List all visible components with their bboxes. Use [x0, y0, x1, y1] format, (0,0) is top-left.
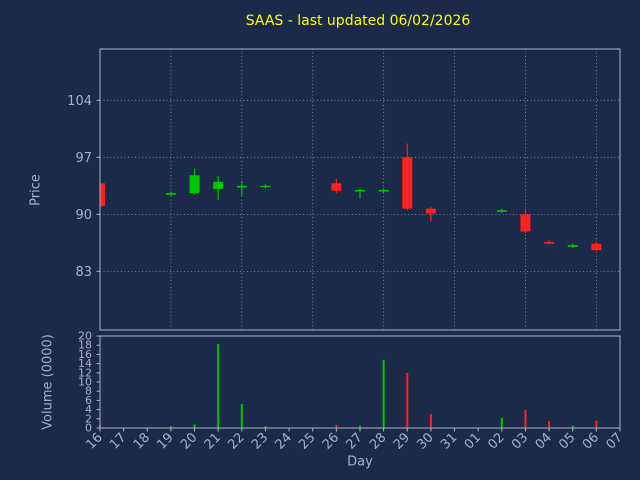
volume-bar-23: [264, 426, 267, 428]
volume-tick-label: 0: [85, 422, 92, 435]
day-tick-label: 24: [273, 430, 295, 452]
price-tick-label: 97: [75, 151, 92, 166]
candle-body-02: [496, 210, 507, 212]
candle-body-20: [189, 175, 200, 194]
day-tick-label: 28: [367, 430, 389, 452]
candle-body-06: [591, 243, 602, 251]
day-tick-label: 27: [344, 430, 366, 452]
tick-marks: [96, 99, 621, 432]
day-tick-label: 05: [556, 430, 578, 452]
volume-tick-label: 10: [78, 376, 92, 389]
day-tick-label: 20: [178, 430, 200, 452]
volume-axes-frame: [99, 335, 621, 429]
main-axes-frame: [99, 48, 621, 331]
candle-body-23: [260, 185, 271, 188]
day-tick-label: 02: [485, 430, 507, 452]
spines: [99, 48, 621, 429]
candles: [100, 143, 602, 251]
volume-bar-04: [548, 421, 551, 428]
candle-body-19: [165, 193, 176, 195]
volume-tick-label: 8: [85, 385, 92, 398]
volume-bar-19: [169, 426, 172, 428]
price-axis-label: Price: [28, 174, 44, 206]
volume-bar-26: [335, 424, 338, 428]
volume-bar-27: [359, 425, 361, 428]
volume-bar-05: [571, 425, 574, 428]
day-axis-label: Day: [347, 454, 373, 470]
price-tick-label: 104: [67, 94, 92, 109]
day-tick-label: 03: [509, 430, 531, 452]
day-tick-label: 22: [225, 430, 247, 452]
candle-body-05: [567, 245, 578, 247]
volume-bar-30: [429, 414, 432, 428]
candle-body-27: [355, 189, 365, 192]
candle-body-26: [331, 183, 342, 191]
volume-bar-21: [217, 343, 220, 428]
volume-bar-22: [240, 404, 243, 428]
day-tick-label: 29: [391, 430, 413, 452]
volume-tick-label: 6: [85, 394, 92, 407]
volume-tick-label: 20: [78, 330, 92, 343]
volume-bar-28: [382, 359, 385, 428]
candle-body-21: [213, 181, 224, 190]
candle-body-03: [520, 214, 531, 232]
volume-bar-29: [406, 372, 409, 428]
day-tick-label: 25: [296, 430, 318, 452]
day-tick-label: 18: [131, 430, 153, 452]
price-tick-label: 83: [75, 265, 92, 280]
volume-bar-03: [524, 409, 527, 428]
day-tick-label: 19: [154, 430, 176, 452]
candle-body-28: [378, 189, 389, 192]
volume-tick-label: 16: [78, 348, 92, 361]
volume-tick-label: 2: [85, 412, 92, 425]
candle-body-30: [425, 208, 436, 214]
volume-axis-label: Volume (0000): [40, 334, 56, 430]
volume-bar-20: [193, 424, 196, 428]
day-tick-label: 26: [320, 430, 342, 452]
day-tick-label: 06: [580, 430, 602, 452]
day-tick-label: 17: [107, 430, 129, 452]
day-tick-label: 30: [414, 430, 436, 452]
volume-tick-label: 4: [85, 403, 92, 416]
volume-tick-label: 12: [78, 366, 92, 379]
day-tick-label: 31: [438, 430, 460, 452]
candle-body-22: [236, 185, 247, 188]
candle-body-29: [402, 157, 413, 209]
volume-tick-label: 14: [78, 357, 92, 370]
volume-tick-label: 18: [78, 339, 92, 352]
volume-bar-06: [595, 420, 598, 428]
candle-body-04: [544, 242, 555, 244]
day-tick-label: 21: [202, 430, 224, 452]
day-tick-label: 04: [533, 430, 555, 452]
day-tick-label: 23: [249, 430, 271, 452]
volume-bars: [99, 343, 598, 428]
price-tick-label: 90: [75, 208, 92, 223]
candle-body-16: [100, 183, 105, 207]
volume-bar-02: [500, 417, 503, 428]
chart-title: SAAS - last updated 06/02/2026: [245, 13, 471, 29]
day-tick-label: 01: [462, 430, 484, 452]
day-tick-label: 07: [604, 430, 626, 452]
